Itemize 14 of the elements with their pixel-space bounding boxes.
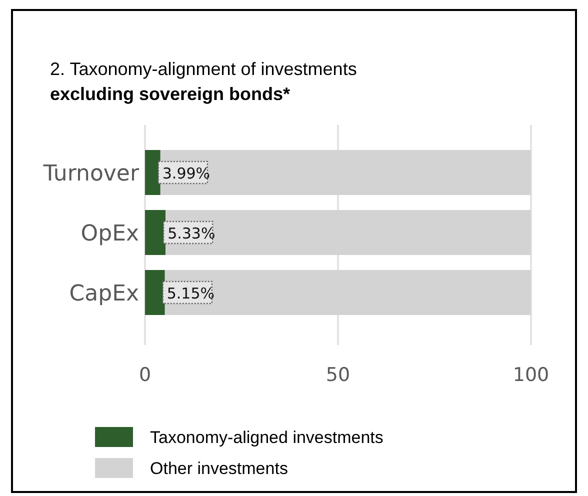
legend-label: Other investments	[150, 459, 288, 478]
data-label: 3.99%	[162, 164, 210, 182]
x-tick-label: 0	[138, 364, 152, 386]
y-tick-label: CapEx	[69, 282, 139, 306]
x-tick-label: 100	[512, 364, 550, 386]
data-label: 5.15%	[166, 284, 215, 302]
bar	[145, 150, 160, 195]
data-label: 5.33%	[168, 224, 216, 242]
legend-label: Taxonomy-aligned investments	[150, 428, 384, 447]
chart-subtitle: excluding sovereign bonds*	[50, 84, 290, 104]
y-tick-label: Turnover	[42, 162, 140, 186]
y-tick-label: OpEx	[80, 222, 139, 246]
x-tick-label: 50	[326, 364, 350, 386]
chart-title: 2. Taxonomy-alignment of investments	[50, 59, 357, 79]
